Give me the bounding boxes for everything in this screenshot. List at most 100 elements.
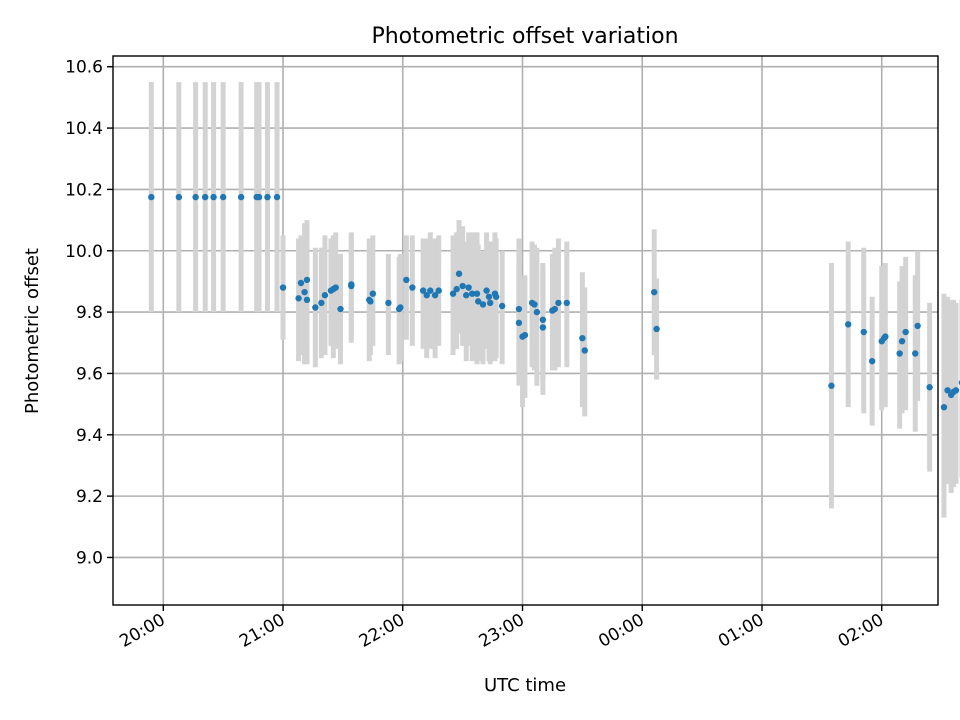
data-point [475,298,482,305]
data-point [453,285,460,293]
data-point [419,287,427,294]
data-point [515,319,523,327]
data-point [563,299,571,307]
data-point [581,347,588,354]
data-point [303,276,311,284]
data-point [431,292,439,299]
data-point [531,301,538,308]
data-point [273,193,281,201]
data-point [237,193,245,201]
y-tick-label: 9.6 [76,364,103,384]
data-point [312,304,319,311]
data-point [844,321,852,328]
data-point [385,299,392,307]
plot-frame [112,55,939,606]
data-point [914,322,921,330]
x-tick-label: 20:00 [116,610,168,652]
data-point [297,279,305,287]
data-point [301,288,308,296]
x-tick-label: 01:00 [715,610,767,652]
y-tick-label: 10.6 [65,58,103,78]
data-point [896,350,903,357]
y-tick-label: 10.0 [65,242,103,262]
x-axis-ticks: 20:00 21:00 22:00 23:00 00:00 01:00 02:00 [116,605,887,652]
data-point [551,305,559,313]
data-point [459,282,466,290]
data-point [539,324,547,331]
data-point [898,338,906,345]
y-tick-label: 9.8 [76,303,103,323]
data-point [264,193,271,201]
x-tick-label: 00:00 [595,610,647,652]
data-point [295,295,302,302]
data-point [318,299,325,307]
x-tick-label: 02:00 [835,610,887,652]
y-axis-ticks: 9.0 9.2 9.4 9.6 9.8 10.0 10.2 10.4 10.6 [65,58,113,568]
data-point [449,290,457,297]
y-tick-label: 10.2 [65,180,103,200]
data-point [337,305,344,313]
data-point [479,301,487,308]
data-point [175,193,183,201]
data-point [427,287,434,294]
data-point [579,334,586,342]
data-point [455,270,463,277]
data-point [952,387,960,394]
y-tick-label: 9.0 [76,548,103,568]
data-point [148,193,155,201]
data-point [653,325,660,333]
data-point [210,193,217,201]
data-point [303,296,311,304]
y-tick-label: 9.4 [76,426,103,446]
x-tick-label: 22:00 [356,610,408,652]
data-point [409,284,416,291]
data-point [367,298,374,305]
data-point [515,305,523,313]
x-axis-label: UTC time [484,675,566,696]
data-point [279,284,287,291]
y-tick-label: 10.4 [65,119,103,139]
data-point [498,302,506,310]
data-point [483,287,490,294]
data-point [348,281,355,288]
y-axis-label: Photometric offset [22,248,43,414]
data-point [944,387,951,394]
data-point [321,292,329,299]
data-point [828,382,835,389]
data-point [469,290,476,297]
data-point [539,316,547,323]
data-point [473,290,481,297]
chart-title: Photometric offset variation [371,24,678,49]
data-point [912,350,919,357]
data-point [255,193,263,201]
data-point [533,308,541,316]
data-point [219,193,227,201]
error-bars [148,82,960,518]
data-point [882,333,889,340]
data-point [902,328,909,336]
data-point [435,287,442,294]
data-point [465,284,472,291]
data-point [403,276,410,284]
data-point [521,331,529,339]
x-tick-label: 21:00 [236,610,288,652]
data-point [940,403,948,411]
data-point [397,304,404,311]
data-point [332,284,339,291]
data-points [148,193,960,411]
data-point [868,357,876,365]
data-point [423,292,430,299]
data-point [860,328,867,336]
data-point [463,292,470,299]
x-tick-label: 23:00 [476,610,528,652]
gridlines [113,56,938,605]
data-point [369,290,377,297]
data-point [651,288,658,296]
data-point [492,293,500,300]
data-point [555,299,562,307]
data-point [485,293,493,300]
data-point [192,193,199,201]
data-point [486,299,494,307]
y-tick-label: 9.2 [76,487,103,507]
